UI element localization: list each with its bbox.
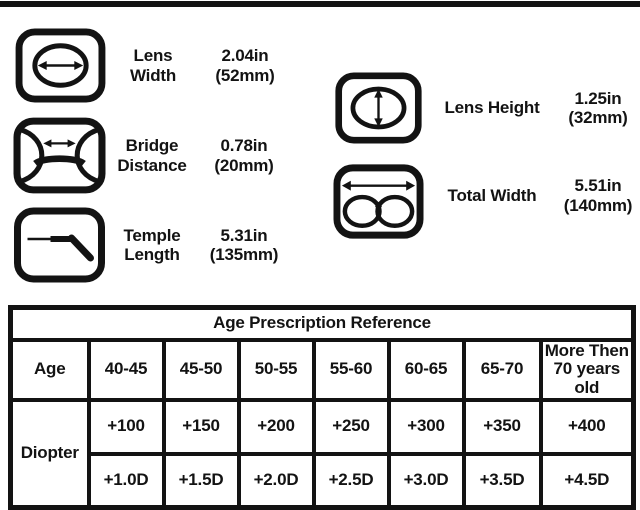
- spec-label: Lens Height: [444, 98, 540, 118]
- lens-height-icon: [335, 72, 422, 144]
- diopter-cell: +3.0D: [386, 451, 466, 510]
- diopter-cell: +400: [538, 397, 636, 456]
- age-range-cell: More Then 70 years old: [538, 337, 636, 402]
- spec-value: 5.31in (135mm): [209, 225, 279, 264]
- diopter-cell: +150: [161, 397, 241, 456]
- diopter-cell: +350: [461, 397, 543, 456]
- lens-width-icon: [15, 28, 106, 103]
- spec-lens-height: Lens Height 1.25in (32mm): [333, 72, 640, 144]
- diopter-cell: +100: [86, 397, 166, 456]
- diopter-cell: +250: [311, 397, 391, 456]
- diopter-cell: +1.0D: [86, 451, 166, 510]
- diopter-cell: +2.5D: [311, 451, 391, 510]
- diopter-row-header: Diopter: [8, 397, 91, 510]
- spec-total-width: Total Width 5.51in (140mm): [333, 162, 640, 241]
- spec-label: Total Width: [447, 185, 537, 205]
- diopter-cell: +300: [386, 397, 466, 456]
- diopter-cell: +4.5D: [538, 451, 636, 510]
- diopter-cell: +200: [236, 397, 316, 456]
- diopter-cell: +3.5D: [461, 451, 543, 510]
- top-border-bar: [0, 1, 640, 7]
- spec-lens-width: Lens Width 2.04in (52mm): [14, 28, 289, 103]
- total-width-icon: [333, 164, 424, 239]
- spec-label: Temple Length: [123, 225, 181, 264]
- table-title: Age Prescription Reference: [8, 305, 636, 342]
- spec-value: 5.51in (140mm): [563, 176, 633, 215]
- diopter-cell: +2.0D: [236, 451, 316, 510]
- age-range-cell: 60-65: [386, 337, 466, 402]
- age-prescription-table: Age Prescription Reference Age 40-45 45-…: [8, 305, 637, 510]
- temple-length-icon: [14, 207, 105, 283]
- spec-bridge-distance: Bridge Distance 0.78in (20mm): [13, 117, 288, 194]
- spec-label: Bridge Distance: [117, 136, 187, 175]
- diopter-cell: +1.5D: [161, 451, 241, 510]
- spec-temple-length: Temple Length 5.31in (135mm): [13, 207, 288, 283]
- spec-value: 1.25in (32mm): [568, 88, 628, 127]
- spec-value: 2.04in (52mm): [215, 46, 275, 85]
- spec-value: 0.78in (20mm): [214, 136, 274, 175]
- age-range-cell: 50-55: [236, 337, 316, 402]
- bridge-distance-icon: [13, 117, 106, 194]
- age-row-header: Age: [8, 337, 91, 402]
- age-range-cell: 40-45: [86, 337, 166, 402]
- age-range-cell: 65-70: [461, 337, 543, 402]
- age-range-cell: 55-60: [311, 337, 391, 402]
- age-range-cell: 45-50: [161, 337, 241, 402]
- spec-label: Lens Width: [129, 46, 177, 85]
